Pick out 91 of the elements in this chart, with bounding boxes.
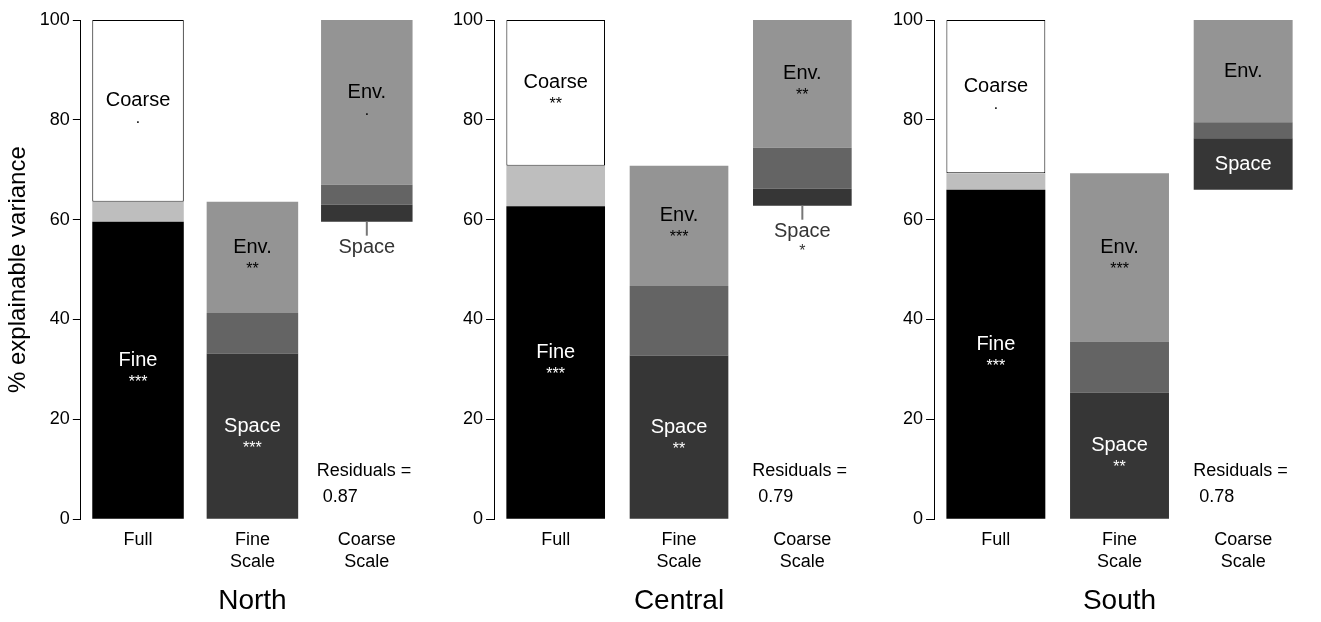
y-tick-label: 20: [49, 408, 70, 429]
bar: [506, 165, 606, 207]
y-tick-label: 100: [452, 8, 484, 29]
series-label: Coarse: [523, 70, 588, 93]
bar: [92, 221, 184, 519]
y-tick-label: 20: [463, 408, 484, 429]
series-label: Coarse: [963, 74, 1029, 97]
y-tick-label: 60: [903, 208, 924, 229]
text: Space: [650, 414, 708, 437]
series-label: Space: [1214, 151, 1272, 174]
x-tick-label: Coarse Scale: [1214, 528, 1273, 571]
y-tick-label: 80: [903, 108, 924, 129]
y-tick-label: 100: [892, 8, 924, 29]
x-tick-label: Coarse Scale: [337, 528, 396, 571]
data-label: **: [1113, 458, 1126, 476]
bar: [321, 184, 413, 205]
data-label: **: [246, 259, 259, 277]
series-label: Env.: [659, 203, 699, 226]
bar: [1070, 173, 1169, 342]
bar: [629, 286, 729, 356]
x-axis-title: North: [218, 583, 287, 615]
series-label: Fine: [536, 340, 576, 363]
annotation: Residuals = 0.79: [752, 460, 847, 507]
bar: [206, 313, 299, 354]
text: Space: [1091, 433, 1148, 456]
y-tick-label: 40: [463, 308, 484, 329]
data-label: ·: [993, 99, 999, 117]
y-tick-label: 100: [39, 8, 70, 29]
series-label: Space: [773, 219, 831, 242]
data-label: **: [549, 95, 562, 113]
bar: [92, 201, 184, 222]
y-tick-label: 0: [473, 508, 484, 529]
data-label: *: [799, 242, 806, 260]
y-tick-label: 0: [913, 508, 924, 529]
series-label: Env.: [1223, 58, 1263, 81]
data-label: **: [796, 86, 809, 104]
x-axis-title: South: [1082, 583, 1157, 615]
data-label: ·: [135, 113, 141, 131]
y-tick-label: 0: [59, 508, 70, 529]
y-tick-label: 80: [463, 108, 484, 129]
text: Env.: [233, 234, 272, 257]
y-tick-label: 60: [463, 208, 484, 229]
x-tick-label: Fine Scale: [1097, 528, 1143, 571]
series-label: Env.: [347, 79, 387, 102]
bar: [1193, 138, 1293, 190]
bar: [629, 355, 729, 519]
bar: [321, 20, 413, 185]
bar: [753, 188, 852, 206]
text: Env.: [1100, 234, 1139, 257]
bar: [1193, 20, 1293, 123]
annotation: Residuals = 0.87: [316, 460, 412, 507]
text: Env.: [783, 61, 822, 84]
data-label: ***: [128, 372, 148, 390]
bar: [1070, 341, 1169, 393]
bar: [321, 204, 413, 222]
y-tick-label: 40: [49, 308, 70, 329]
data-label: ·: [364, 104, 370, 122]
x-axis-title: Central: [633, 583, 725, 615]
bar: [506, 206, 606, 519]
data-label: **: [672, 439, 686, 457]
series-label: Space: [338, 235, 396, 258]
bar: [946, 189, 1046, 519]
series-label: Coarse: [105, 88, 171, 111]
data-label: ***: [1110, 259, 1129, 277]
y-tick-label: 60: [49, 208, 70, 229]
bar: [1070, 392, 1169, 519]
data-label: ***: [546, 365, 566, 383]
data-label: ***: [243, 438, 262, 456]
annotation: Residuals = 0.78: [1193, 460, 1288, 507]
bar: [1193, 122, 1293, 139]
y-tick-label: 80: [49, 108, 70, 129]
bar: [753, 20, 852, 148]
series-label: Fine: [118, 347, 158, 370]
x-tick-label: Fine Scale: [656, 528, 702, 571]
x-tick-label: Full: [981, 528, 1011, 549]
bar: [629, 165, 729, 287]
x-tick-label: Coarse Scale: [773, 528, 832, 571]
x-tick-label: Full: [541, 528, 571, 549]
y-tick-label: 40: [903, 308, 924, 329]
data-label: ***: [986, 356, 1006, 374]
bar: [206, 201, 299, 314]
data-label: ***: [669, 228, 689, 246]
bar: [753, 147, 852, 189]
x-tick-label: Fine Scale: [229, 528, 275, 571]
bar: [946, 173, 1046, 190]
series-label: Fine: [976, 331, 1016, 354]
y-axis-title: % explainable variance: [3, 146, 31, 394]
x-tick-label: Full: [123, 528, 153, 549]
text: Space: [224, 413, 281, 436]
y-tick-label: 20: [903, 408, 924, 429]
bar: [206, 353, 299, 519]
